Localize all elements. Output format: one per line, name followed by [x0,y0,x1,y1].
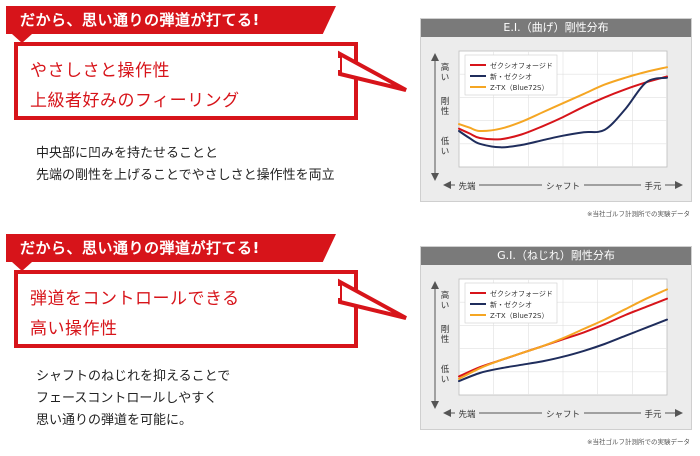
svg-text:高: 高 [441,290,450,301]
chart-title: G.I.（ねじれ）剛性分布 [421,247,691,265]
x-axis-arrow-right-icon [675,409,683,417]
x-tick-label: 手元 [644,409,662,420]
y-tick-label: 剛性 [441,97,450,117]
svg-text:低: 低 [441,136,450,147]
series-line-2 [458,288,668,380]
chart-panel-ei: E.I.（曲げ）剛性分布 低い剛性高い先端 シャフト 手元 ゼクシオフォージド 新・ゼク… [420,18,692,202]
x-tick-label: シャフト [546,182,580,192]
callout-box [14,42,358,120]
description-line-1: 中央部に凹みを持たせることと [36,146,219,161]
y-axis-arrow-down-icon [431,401,439,409]
legend-label: ゼクシオフォージド [490,61,553,70]
callout-box [14,270,358,348]
y-tick-label: 高い [441,62,450,83]
x-tick-label-bg [542,180,584,191]
callout-line-2: 上級者好みのフィーリング [30,91,240,111]
callout-line-1: 弾道をコントロールできる [30,289,240,309]
headline-banner: だから、思い通りの弾道が打てる! [6,234,336,262]
x-tick-label: 先端 [458,181,476,192]
series-line-0 [458,75,668,141]
series-line-2 [458,66,668,133]
svg-text:性: 性 [441,106,450,117]
x-tick-label-bg [641,408,665,419]
callout-pointer [334,50,407,92]
footnote: ※当社ゴルフ計測所での実験データ [587,438,690,446]
callout-pointer [334,278,407,320]
y-tick-label: 低い [441,136,450,157]
x-tick-label: シャフト [546,410,580,420]
chart-panel-gi: G.I.（ねじれ）剛性分布 低い剛性高い先端 シャフト 手元 ゼクシオフォージド 新・ゼ… [420,246,692,430]
x-axis-arrow-left-icon [443,409,451,417]
legend-label: Z-TX（Blue72S） [490,84,548,92]
headline-banner: だから、思い通りの弾道が打てる! [6,6,336,34]
description-line-2: 先端の剛性を上げることでやさしさと操作性を両立 [36,168,335,183]
legend-label: ゼクシオフォージド [490,289,553,298]
x-axis-arrow-left-icon [443,181,451,189]
svg-text:高: 高 [441,62,450,73]
callout-line-2: 高い操作性 [30,319,118,339]
chart-title: E.I.（曲げ）剛性分布 [421,19,691,37]
description-line-3: 思い通りの弾道を可能に。 [36,413,193,428]
x-tick-label: 手元 [644,181,662,192]
y-tick-label: 高い [441,290,450,311]
legend-label: 新・ゼクシオ [490,72,532,81]
feature-section-torsion: だから、思い通りの弾道が打てる! 弾道をコントロールできる 高い操作性 シャフト… [0,228,700,456]
series-line-1 [458,318,668,383]
banner-pointer [12,262,32,271]
legend-label: 新・ゼクシオ [490,300,532,309]
x-tick-label-bg [542,408,584,419]
y-axis-arrow-up-icon [431,281,439,289]
svg-text:剛: 剛 [441,325,450,335]
svg-text:性: 性 [441,334,450,345]
feature-section-bending: だから、思い通りの弾道が打てる! やさしさと操作性 上級者好みのフィーリング 中… [6,6,692,218]
x-tick-label-bg [641,180,665,191]
legend-label: Z-TX（Blue72S） [490,312,548,320]
x-tick-label: 先端 [458,409,476,420]
description-line-1: シャフトのねじれを抑えることで [36,369,231,384]
svg-text:低: 低 [441,364,450,375]
svg-text:い: い [441,73,450,83]
x-axis-arrow-right-icon [675,181,683,189]
svg-text:い: い [441,375,450,385]
callout-line-1: やさしさと操作性 [30,61,170,81]
svg-text:い: い [441,147,450,157]
y-axis-arrow-down-icon [431,173,439,181]
series-line-1 [458,76,668,149]
svg-text:剛: 剛 [441,97,450,107]
y-tick-label: 剛性 [441,325,450,345]
x-tick-label-bg [455,180,479,191]
y-tick-label: 低い [441,364,450,385]
footnote: ※当社ゴルフ計測所での実験データ [587,210,690,218]
x-tick-label-bg [455,408,479,419]
y-axis-arrow-up-icon [431,53,439,61]
banner-pointer [12,34,32,43]
description-line-2: フェースコントロールしやすく [36,391,218,406]
svg-text:い: い [441,301,450,311]
